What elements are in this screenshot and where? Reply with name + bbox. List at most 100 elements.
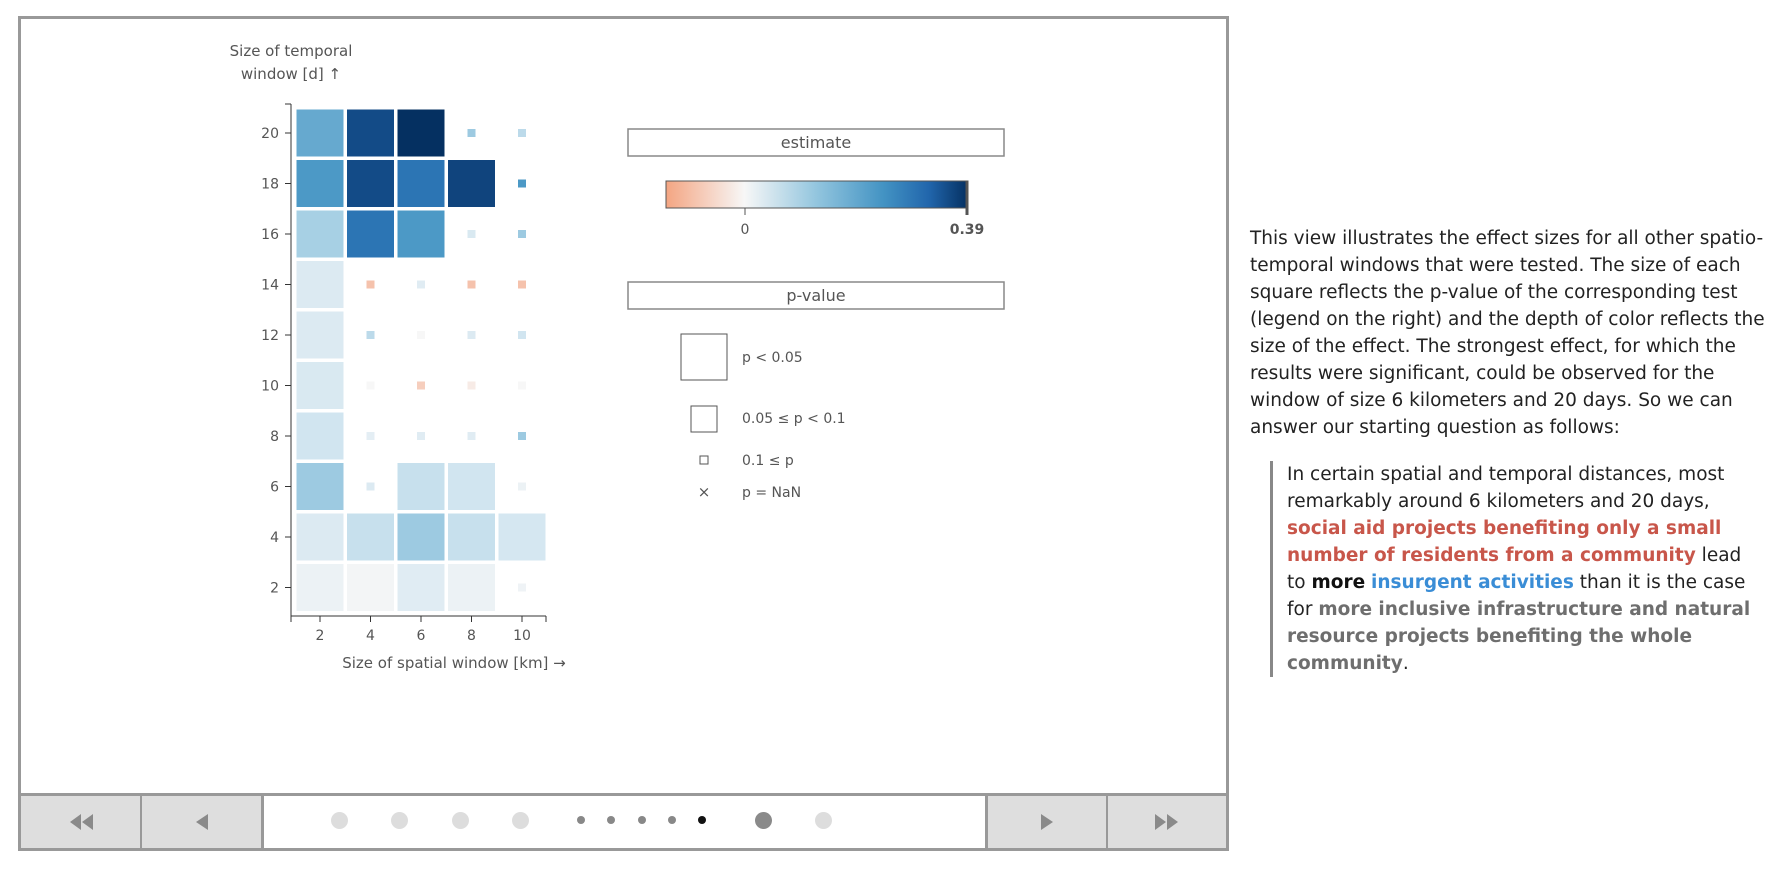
heatmap-cell	[347, 513, 394, 561]
quote-text-4: than it is the case for	[1287, 572, 1746, 620]
heatmap-cell	[296, 311, 344, 359]
pvalue-legend: p-value p < 0.05 0.05 ≤ p < 0.1 0.1 ≤ p …	[627, 281, 1005, 501]
x-axis-label: Size of spatial window [km] →	[342, 654, 566, 672]
heatmap-cell	[518, 331, 526, 339]
heatmap-cell	[296, 261, 344, 308]
pvalue-legend-title-box	[627, 281, 1005, 310]
step-dot[interactable]	[668, 816, 676, 824]
heatmap-cell	[518, 482, 526, 491]
quote-infrastructure-highlight: more inclusive infrastructure and natura…	[1287, 599, 1751, 674]
y-tick-label: 14	[261, 278, 279, 294]
heatmap-cell	[448, 463, 495, 510]
estimate-color-bar	[665, 180, 969, 209]
x-tick-label: 8	[467, 628, 476, 644]
x-tick-label: 4	[366, 628, 375, 644]
heatmap-cell	[366, 331, 375, 339]
heatmap-cell	[296, 513, 344, 561]
heatmap-cell	[498, 513, 546, 561]
heatmap-chart: Size of temporal window [d] ↑ 2018161412…	[230, 42, 1005, 672]
heatmap-cell	[417, 381, 425, 390]
y-axis-label-line1: Size of temporal	[230, 42, 353, 60]
conclusion-quote: In certain spatial and temporal distance…	[1270, 461, 1765, 677]
heatmap-cell	[347, 109, 394, 157]
pvalue-label-significant: p < 0.05	[742, 350, 803, 366]
pvalue-legend-title: p-value	[786, 286, 845, 305]
step-dot[interactable]	[390, 811, 408, 829]
heatmap-cell	[518, 432, 526, 440]
estimate-legend-title-box	[627, 128, 1005, 157]
step-dots	[264, 796, 985, 848]
heatmap-cell	[397, 109, 445, 157]
heatmap-cell	[448, 160, 495, 207]
heatmap-cell	[347, 564, 394, 611]
heatmap-cell	[467, 129, 476, 137]
y-tick-label: 12	[261, 328, 279, 344]
quote-social-aid-highlight: social aid projects benefiting only a sm…	[1287, 518, 1722, 566]
step-dot[interactable]	[330, 811, 348, 829]
first-step-button[interactable]	[21, 796, 142, 848]
pvalue-large-square	[680, 333, 728, 381]
step-dot[interactable]	[607, 816, 615, 824]
quote-insurgent-highlight: insurgent activities	[1371, 572, 1574, 593]
heatmap-cell	[347, 160, 394, 207]
heatmap-cell	[296, 210, 344, 258]
heatmap-cell	[347, 210, 394, 258]
pvalue-medium-square	[690, 405, 718, 433]
heatmap-cell	[467, 331, 476, 339]
heatmap-cell	[448, 513, 495, 561]
x-tick-label: 2	[316, 628, 325, 644]
step-dot[interactable]	[511, 811, 529, 829]
quote-text-1: In certain spatial and temporal distance…	[1287, 464, 1725, 512]
heatmap-cell	[518, 129, 526, 137]
heatmap-cell	[417, 331, 425, 339]
pvalue-nan-marker: ×	[698, 483, 711, 501]
y-axis-label-line2: window [d] ↑	[241, 65, 341, 83]
heatmap-cell	[467, 432, 476, 440]
quote-text-2: lead to	[1287, 545, 1742, 593]
heatmap-cell	[366, 482, 375, 491]
heatmap-cell	[296, 362, 344, 409]
heatmap-cell	[417, 432, 425, 440]
right-arrow-icon	[1041, 814, 1053, 830]
estimate-max-label: 0.39	[950, 222, 985, 238]
step-dot[interactable]	[754, 811, 772, 829]
step-navigation-bar	[21, 793, 1226, 848]
heatmap-cells	[296, 109, 546, 611]
heatmap-cell	[397, 160, 445, 207]
step-dot[interactable]	[698, 816, 706, 824]
pvalue-label-insignificant: 0.1 ≤ p	[742, 453, 794, 469]
step-dot[interactable]	[451, 811, 469, 829]
intro-paragraph: This view illustrates the effect sizes f…	[1250, 228, 1765, 438]
heatmap-cell	[296, 463, 344, 510]
estimate-legend: estimate 0 0.39	[627, 128, 1005, 238]
double-right-arrow-icon	[1155, 814, 1178, 830]
last-step-button[interactable]	[1106, 796, 1226, 848]
y-tick-label: 16	[261, 227, 279, 243]
heatmap-cell	[397, 463, 445, 510]
y-tick-label: 2	[270, 581, 279, 597]
double-left-arrow-icon	[69, 814, 93, 830]
step-dot[interactable]	[638, 816, 646, 824]
heatmap-cell	[518, 381, 526, 390]
heatmap-cell	[397, 210, 445, 258]
step-dot[interactable]	[814, 811, 832, 829]
visualization-panel: Size of temporal window [d] ↑ 20 18 16 14 12…	[18, 16, 1229, 851]
heatmap-cell	[467, 230, 476, 238]
heatmap-axes: 20 18 16 14 12 10 8 6 4 2 2 4 6 8 10	[261, 103, 547, 644]
y-tick-label: 8	[270, 429, 279, 445]
heatmap-cell	[296, 109, 344, 157]
heatmap-cell	[296, 564, 344, 611]
pvalue-small-square	[699, 455, 709, 465]
heatmap-cell	[518, 583, 526, 592]
heatmap-cell	[518, 179, 526, 188]
quote-text-end: .	[1402, 653, 1409, 674]
estimate-legend-title: estimate	[781, 133, 851, 152]
x-tick-label: 6	[417, 628, 426, 644]
next-step-button[interactable]	[985, 796, 1106, 848]
heatmap-cell	[448, 564, 495, 611]
heatmap-cell	[366, 381, 375, 390]
step-dot[interactable]	[577, 816, 585, 824]
heatmap-cell	[397, 564, 445, 611]
estimate-zero-label: 0	[741, 222, 750, 238]
previous-step-button[interactable]	[142, 796, 264, 848]
